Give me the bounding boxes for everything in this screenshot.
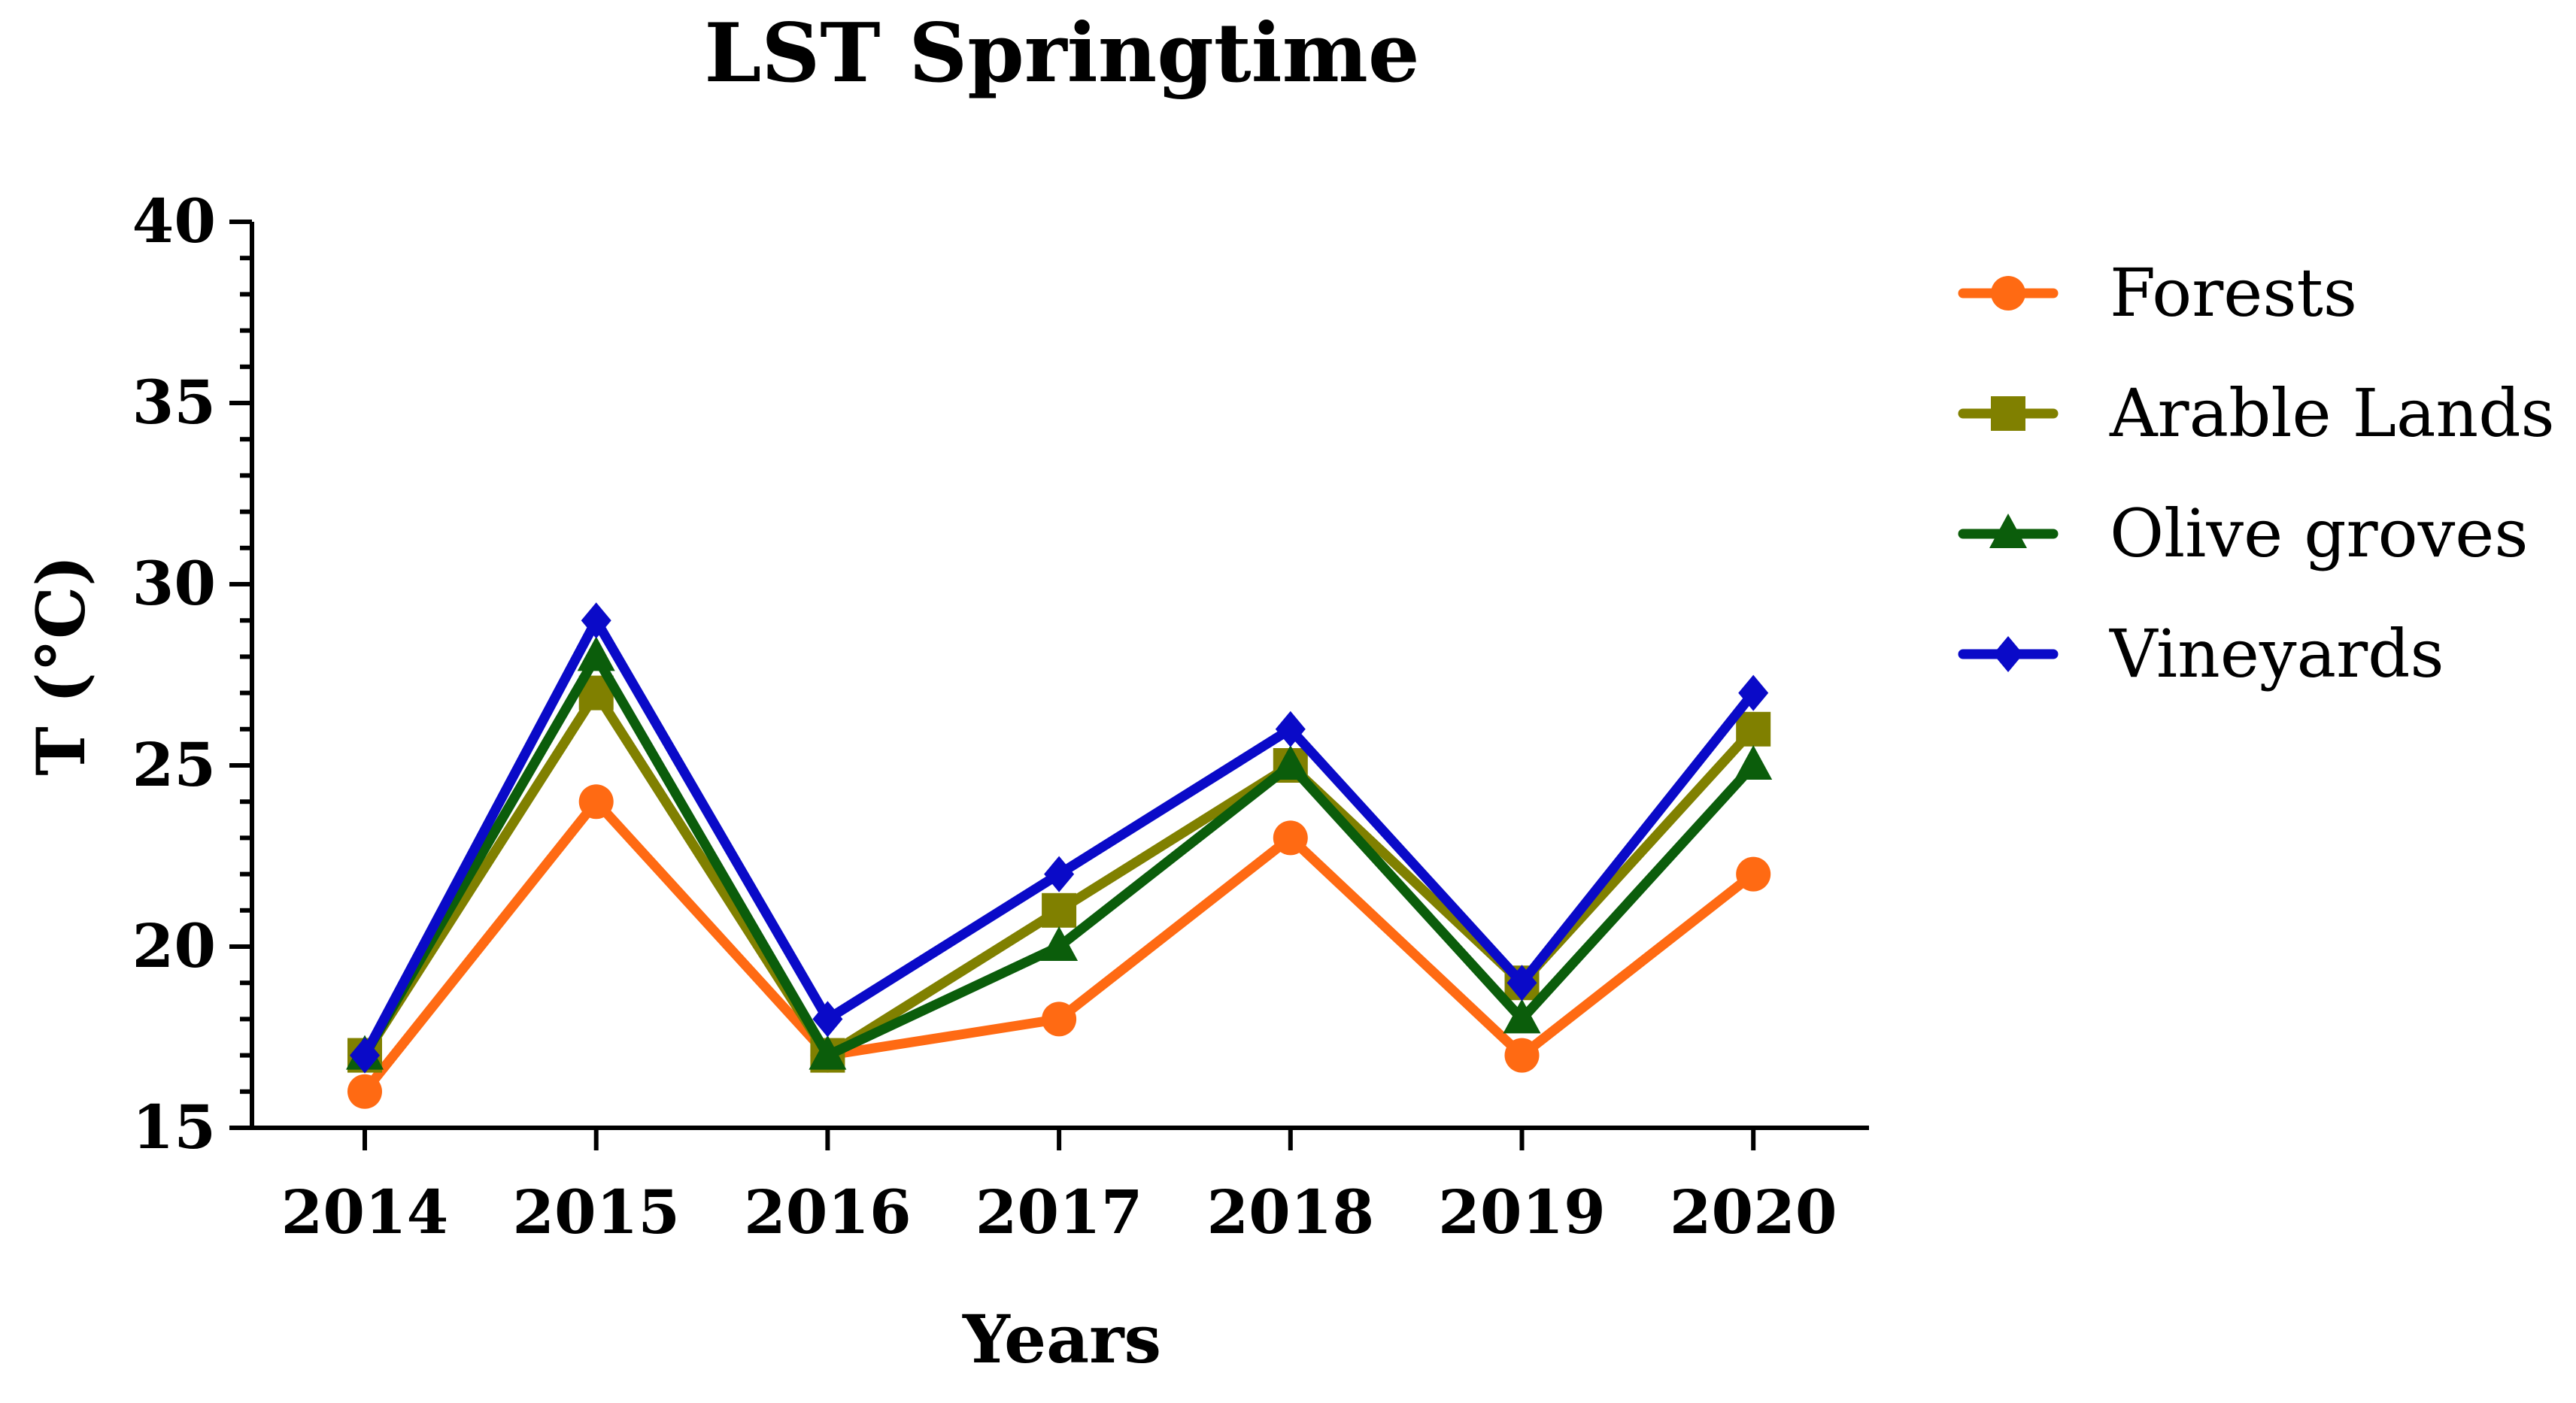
data-point-olive-groves [1734, 745, 1773, 780]
y-tick-label: 25 [132, 729, 216, 800]
x-tick-label: 2019 [1438, 1177, 1606, 1247]
data-point-vineyards [1506, 965, 1537, 1001]
x-tick-label: 2015 [512, 1177, 680, 1247]
data-point-vineyards [581, 602, 611, 639]
x-tick-label: 2017 [975, 1177, 1143, 1247]
legend-label: Arable Lands [2109, 374, 2555, 452]
data-point-forests [347, 1074, 382, 1109]
data-point-arable-lands [1042, 892, 1077, 928]
data-point-olive-groves [809, 1035, 847, 1070]
chart-title: LST Springtime [704, 6, 1419, 101]
legend-label: Forests [2110, 254, 2357, 332]
y-axis-label: T (°C) [22, 555, 100, 775]
y-tick-label: 20 [132, 911, 216, 981]
axes [250, 222, 1869, 1130]
legend-marker-olive-groves [1989, 514, 2027, 548]
legend-item-olive-groves: Olive groves [1958, 495, 2529, 572]
legend-marker-forests [1991, 276, 2025, 311]
axis-ticks: 15 20 25 30 35 40 2014 2015 2016 2017 2018 2019 2020 [132, 186, 1837, 1247]
x-tick-label: 2020 [1670, 1177, 1837, 1247]
x-tick-label: 2018 [1206, 1177, 1374, 1247]
data-point-vineyards [1044, 856, 1075, 892]
y-tick-label: 35 [132, 367, 216, 438]
data-point-olive-groves [1040, 926, 1079, 961]
x-axis-label: Years [962, 1300, 1161, 1378]
data-point-olive-groves [1503, 998, 1541, 1034]
data-point-forests [1736, 856, 1771, 892]
data-point-olive-groves [577, 636, 615, 671]
data-point-vineyards [1738, 674, 1769, 711]
data-point-forests [1042, 1001, 1077, 1037]
data-point-vineyards [350, 1037, 380, 1074]
legend-label: Olive groves [2110, 495, 2529, 572]
series-vineyards [350, 602, 1769, 1074]
data-point-forests [578, 784, 614, 820]
data-point-forests [1504, 1038, 1540, 1073]
data-point-olive-groves [1271, 745, 1309, 780]
legend-item-arable-lands: Arable Lands [1958, 374, 2555, 452]
legend-marker-vineyards [1993, 636, 2023, 672]
data-point-forests [1273, 820, 1308, 856]
data-point-vineyards [1275, 711, 1306, 747]
y-tick-label: 30 [132, 548, 216, 619]
legend-item-vineyards: Vineyards [1958, 615, 2444, 692]
x-tick-label: 2016 [744, 1177, 912, 1247]
x-tick-label: 2014 [281, 1177, 449, 1247]
y-tick-label: 40 [132, 186, 216, 256]
data-point-vineyards [812, 1001, 843, 1038]
series-layer [346, 602, 1773, 1109]
legend-item-forests: Forests [1958, 254, 2357, 332]
legend-marker-arable-lands [1991, 396, 2025, 431]
series-line-olive-groves [360, 651, 1758, 1061]
y-tick-label: 15 [132, 1092, 216, 1162]
data-point-arable-lands [1736, 711, 1771, 747]
legend: Forests Arable Lands Olive groves Vineyards [1958, 254, 2555, 692]
legend-label: Vineyards [2109, 615, 2444, 692]
